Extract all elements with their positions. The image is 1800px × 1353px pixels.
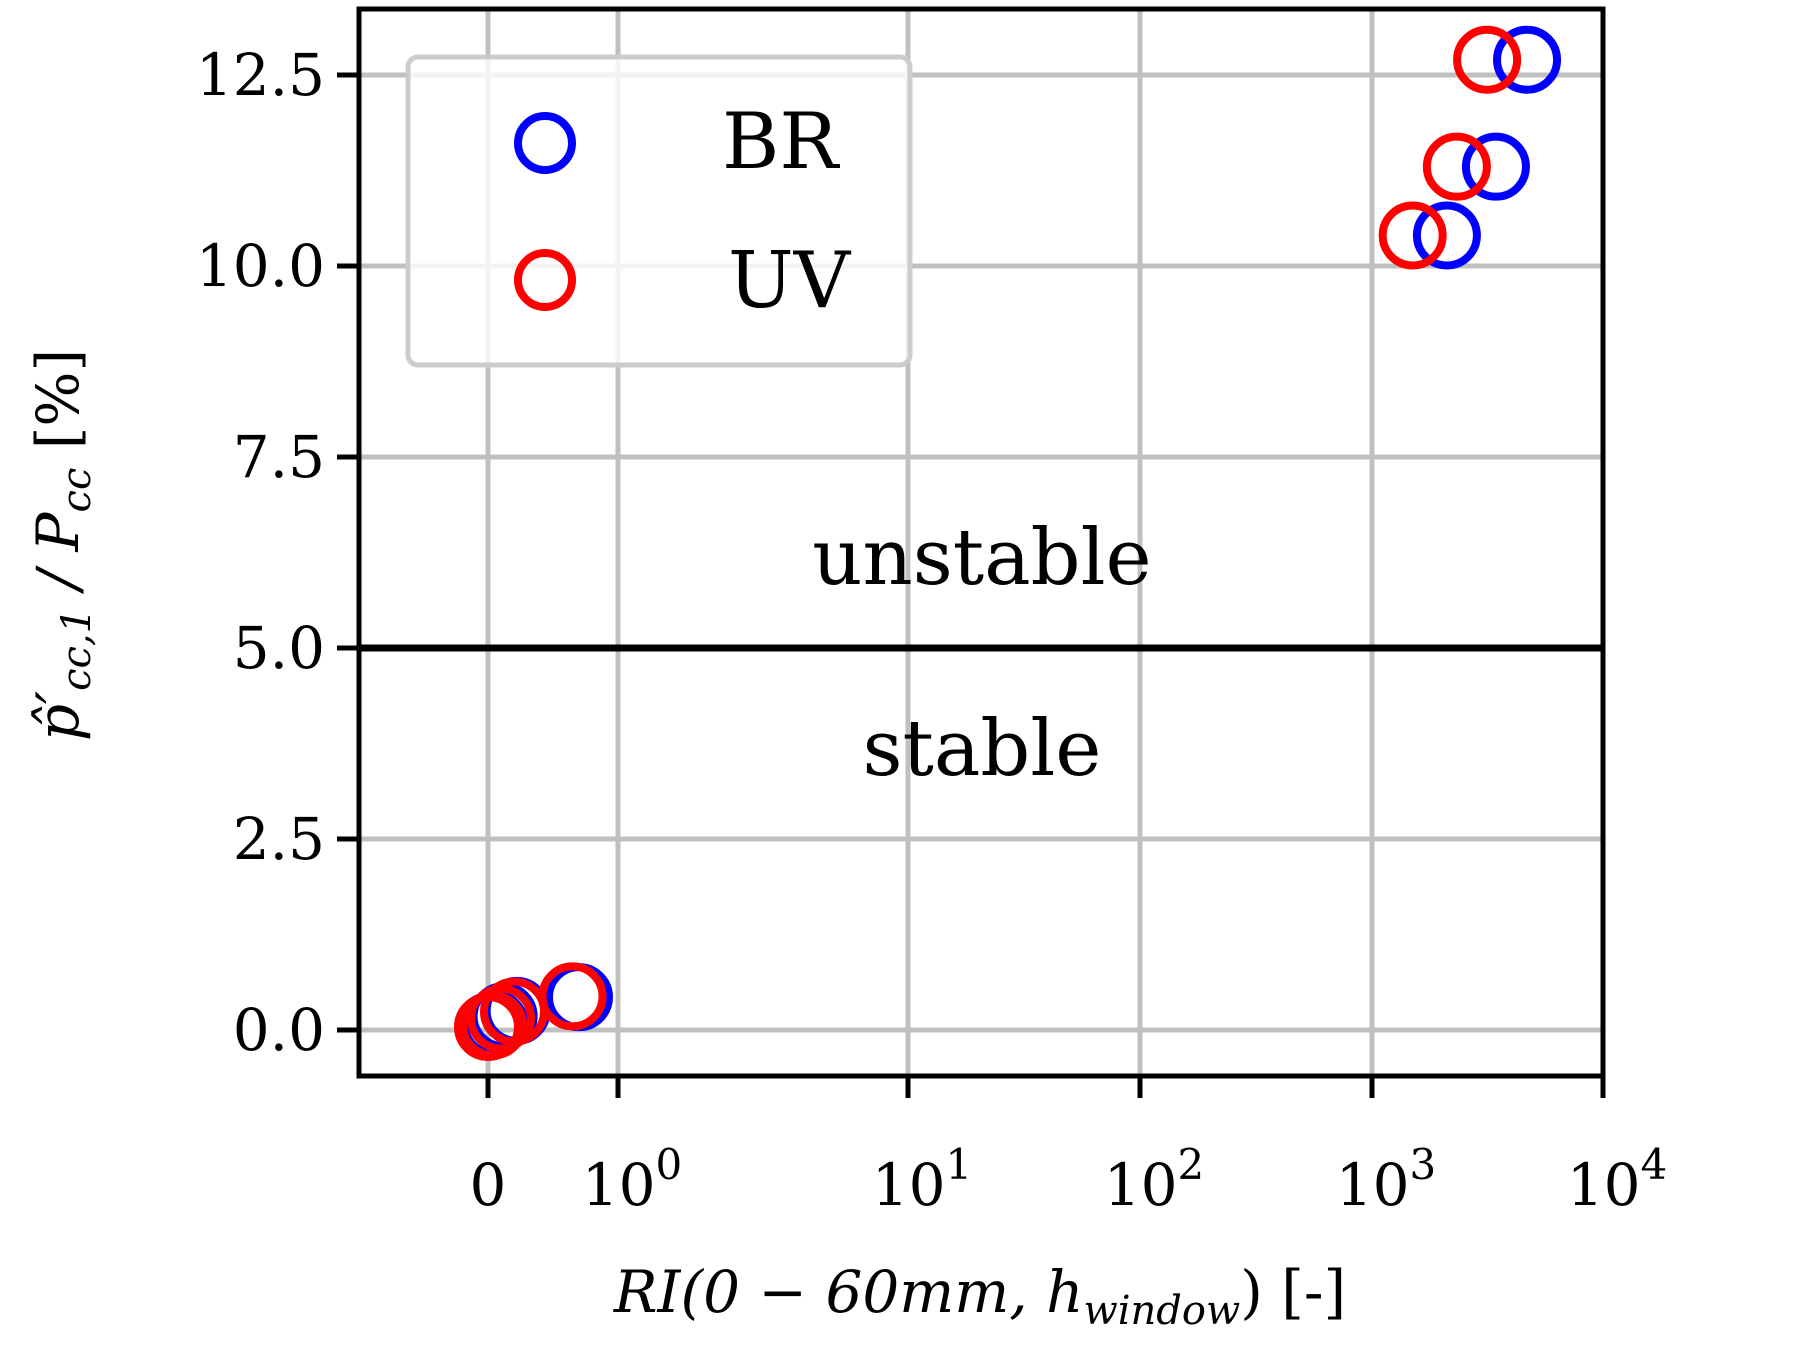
x-tick-label: 104 xyxy=(1567,1140,1668,1219)
y-tick-label: 0.0 xyxy=(233,996,325,1064)
legend-box xyxy=(405,54,913,368)
data-point xyxy=(1493,25,1562,94)
legend-marker-uv xyxy=(514,249,576,311)
y-label-main: p̂′ xyxy=(24,691,92,741)
y-tick-label: 7.5 xyxy=(233,423,325,491)
data-point xyxy=(1378,201,1447,270)
x-tick-label: 102 xyxy=(1104,1140,1205,1219)
x-label-tail: ) [-] xyxy=(1240,1258,1346,1326)
legend-marker-br xyxy=(514,112,576,174)
y-tick-label: 12.5 xyxy=(196,41,325,109)
x-axis-label: RI(0 − 60mm, hwindow) [-] xyxy=(613,1258,1346,1334)
y-ticks: 0.0 2.5 5.0 7.5 10.0 12.5 xyxy=(196,41,359,1064)
x-ticks: 0 100 101 102 103 104 xyxy=(470,1076,1668,1219)
y-label-tail: / P xyxy=(24,511,92,607)
data-point xyxy=(1461,132,1530,201)
x-tick-label: 0 xyxy=(470,1151,507,1219)
data-point xyxy=(538,962,607,1031)
y-label-unit: [%] xyxy=(24,349,92,468)
x-label-main: RI(0 − 60mm, h xyxy=(613,1258,1084,1326)
x-tick-label: 101 xyxy=(872,1140,973,1219)
y-axis-label: p̂′cc,1 / Pcc [%] xyxy=(24,349,100,741)
legend-label-br: BR xyxy=(722,97,840,187)
x-tick-label: 100 xyxy=(582,1140,683,1219)
annotation-stable: stable xyxy=(863,704,1102,794)
y-tick-label: 2.5 xyxy=(233,805,325,873)
legend: BR UV xyxy=(405,54,913,368)
legend-label-uv: UV xyxy=(728,236,852,326)
y-label-sub2: cc xyxy=(54,468,100,513)
data-point xyxy=(1412,201,1481,270)
x-label-sub: window xyxy=(1083,1288,1240,1334)
data-points xyxy=(454,25,1562,1061)
y-tick-label: 5.0 xyxy=(233,614,325,682)
plot-frame xyxy=(356,6,1606,1079)
annotations: unstable stable xyxy=(812,513,1151,794)
series-uv xyxy=(454,25,1522,1061)
data-point xyxy=(1453,25,1522,94)
data-point xyxy=(1422,132,1491,201)
x-tick-label: 103 xyxy=(1336,1140,1437,1219)
annotation-unstable: unstable xyxy=(812,513,1151,603)
y-tick-label: 10.0 xyxy=(196,232,325,300)
y-label-sub: cc,1 xyxy=(54,608,100,691)
